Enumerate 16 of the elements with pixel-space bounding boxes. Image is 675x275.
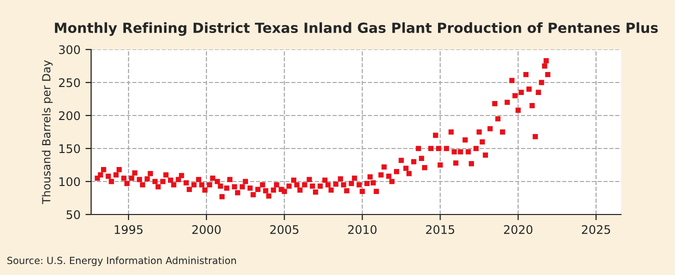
y-tick-label: 100 <box>59 177 80 186</box>
y-tick-label: 300 <box>59 45 80 54</box>
x-tick-label: 2005 <box>270 225 298 234</box>
y-tick-label: 150 <box>59 144 80 154</box>
x-tick-label: 2015 <box>426 225 454 234</box>
source-note: Source: U.S. Energy Information Administration <box>7 256 236 266</box>
y-tick-label: 250 <box>59 78 80 88</box>
x-tick-label: 2025 <box>582 225 610 234</box>
x-tick-label: 2020 <box>504 225 532 234</box>
y-tick-label: 50 <box>66 210 80 220</box>
x-tick-label: 1995 <box>114 225 143 234</box>
y-axis-title: Thousand Barrels per Day <box>42 60 53 204</box>
x-tick-label: 2000 <box>192 225 221 234</box>
x-tick-label: 2010 <box>348 225 377 234</box>
chart-title: Monthly Refining District Texas Inland Gas Plant Production of Pentanes Plus <box>54 22 658 36</box>
y-tick-label: 200 <box>59 111 80 120</box>
